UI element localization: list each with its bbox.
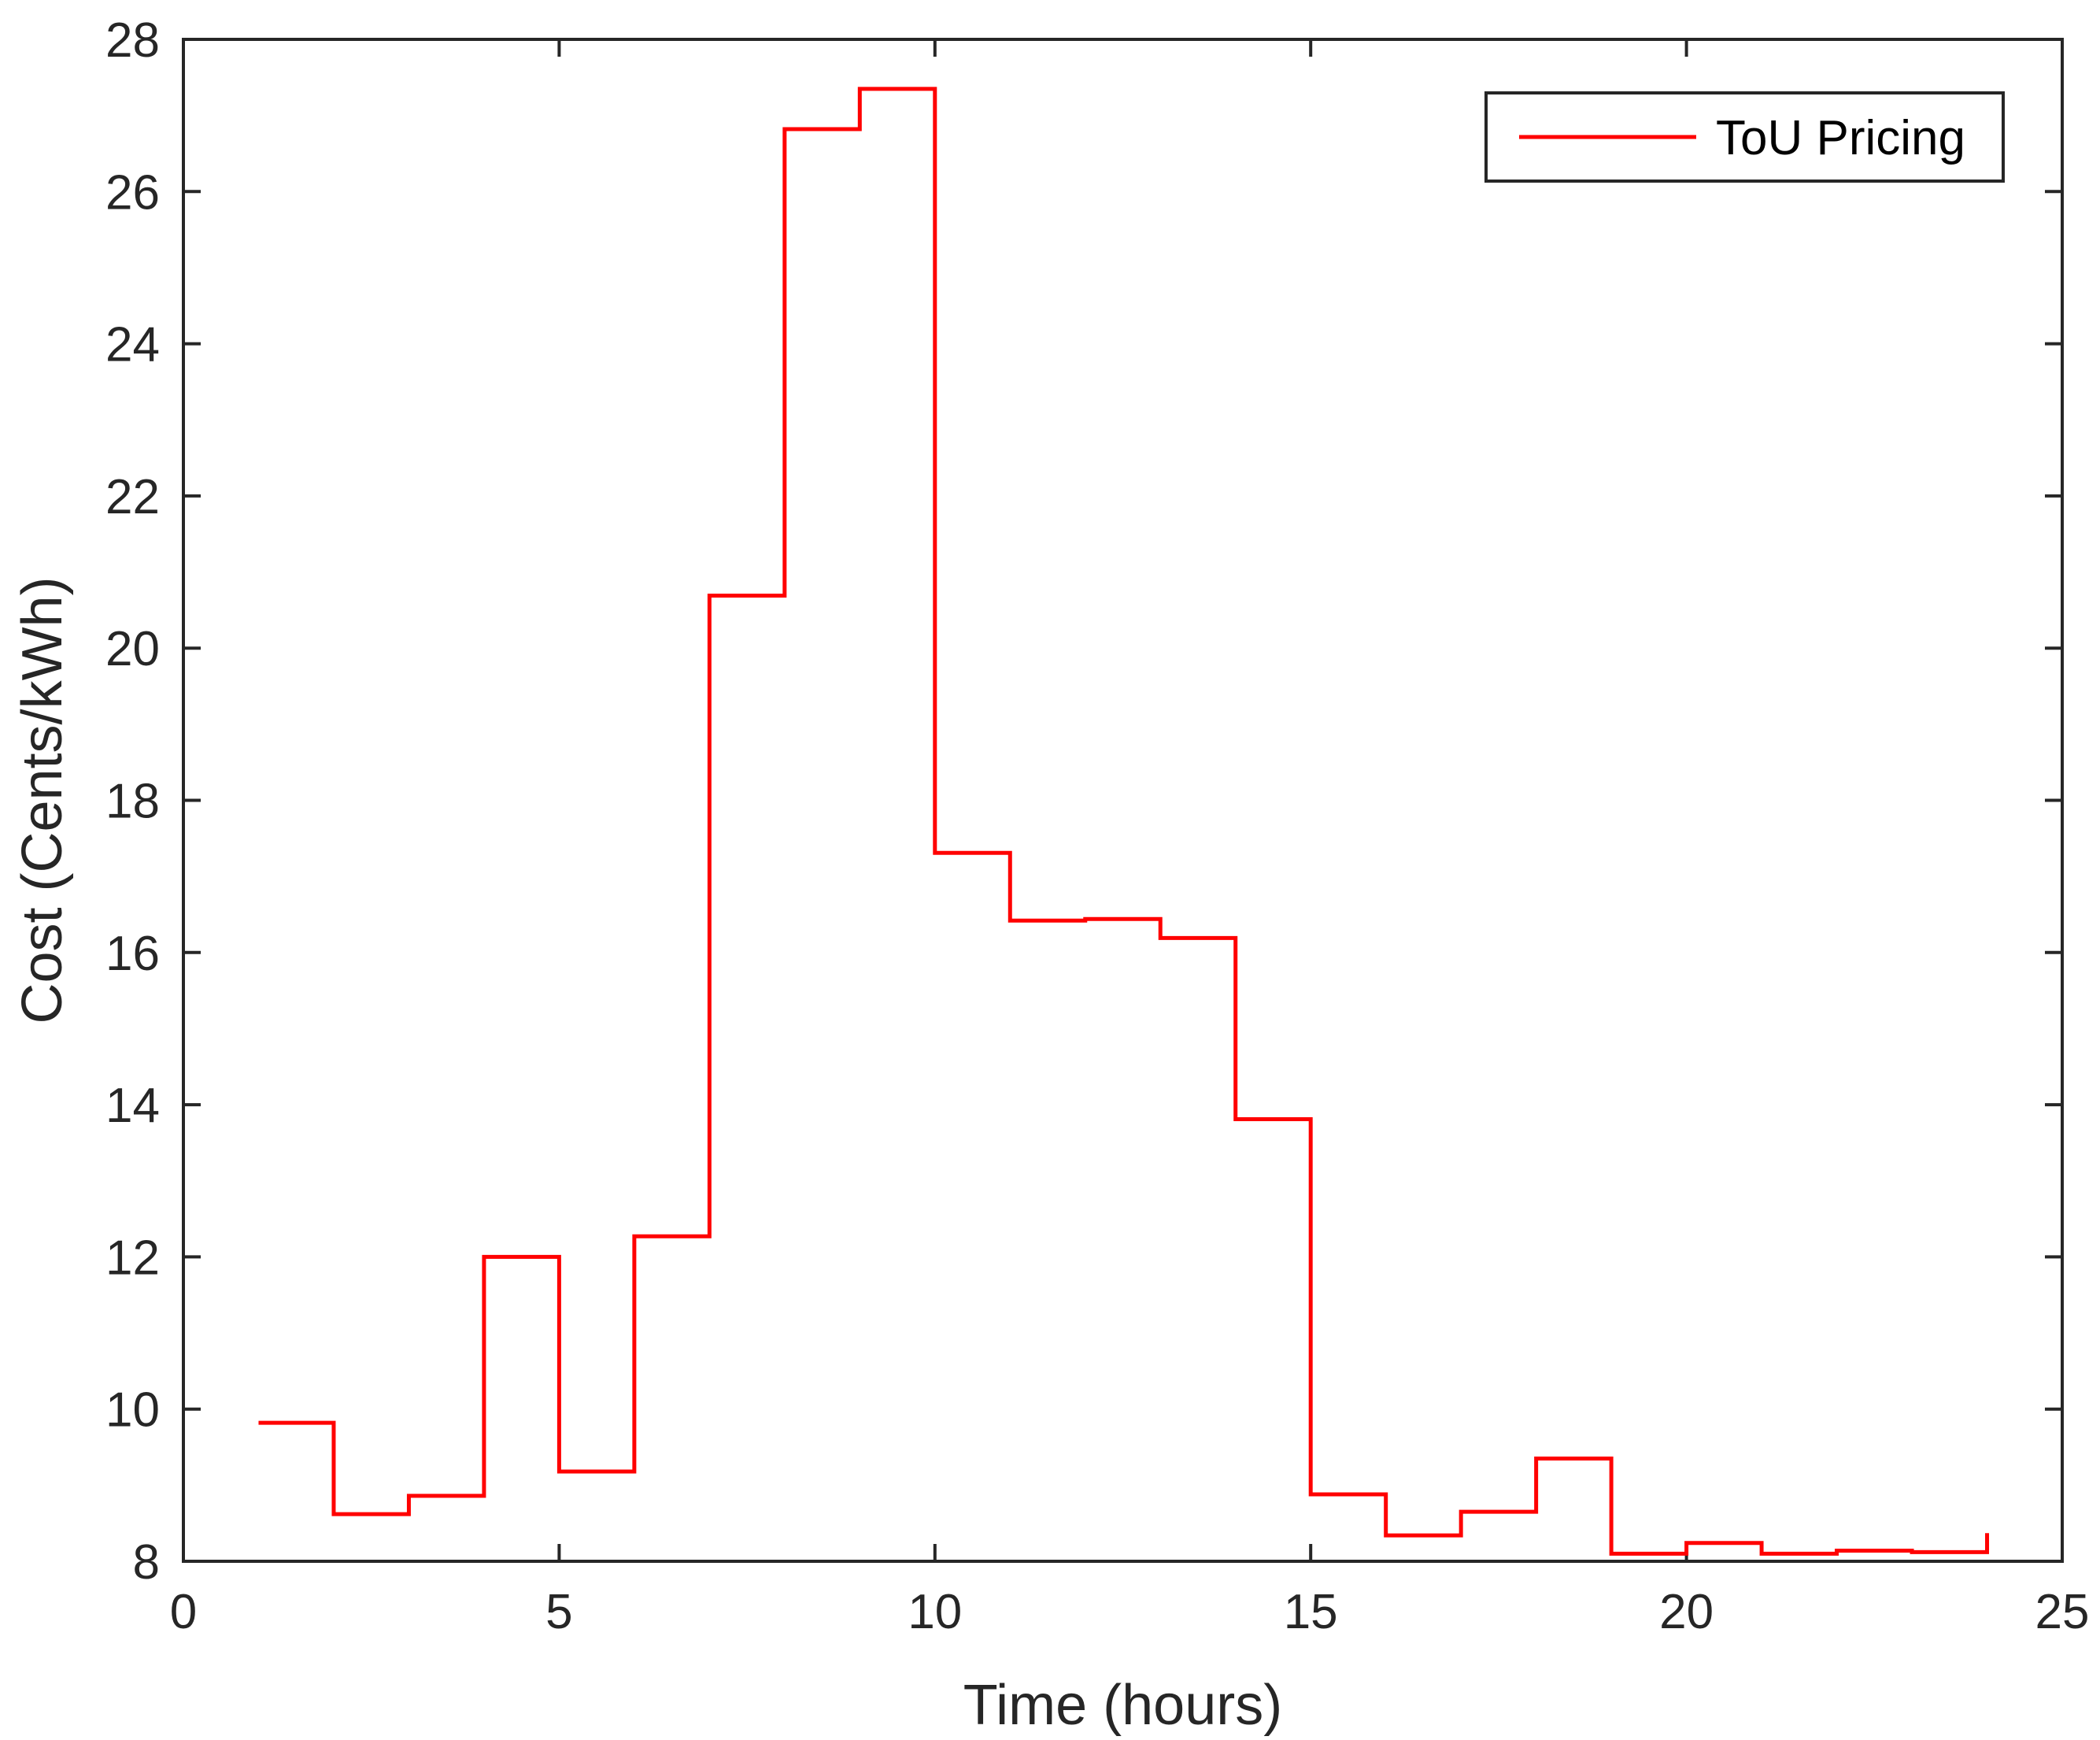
x-tick-label: 5: [545, 1585, 572, 1639]
x-tick-label: 15: [1284, 1585, 1338, 1639]
x-tick-label: 25: [2035, 1585, 2090, 1639]
series-line-0: [258, 87, 1990, 1556]
series-layer: [258, 87, 1990, 1556]
legend-label-tou-pricing: ToU Pricing: [1716, 111, 1965, 165]
axis-ticks: 0 5 10 15 20 25 8 10 12 14 16 18 20 22 24 26 28: [105, 13, 2089, 1639]
x-axis-title: Time (hours): [963, 1674, 1282, 1737]
x-tick-label: 10: [908, 1585, 962, 1639]
y-tick-label: 16: [105, 927, 160, 981]
y-tick-label: 10: [105, 1383, 160, 1438]
y-tick-label: 18: [105, 775, 160, 829]
y-tick-label: 28: [105, 13, 160, 68]
y-tick-label: 22: [105, 470, 160, 524]
y-tick-label: 24: [105, 318, 160, 372]
y-axis-title: Cost (Cents/kWh): [11, 576, 74, 1024]
x-tick-label: 0: [170, 1585, 197, 1639]
legend: ToU Pricing: [1484, 91, 2005, 183]
y-tick-label: 12: [105, 1231, 160, 1285]
y-tick-label: 14: [105, 1079, 160, 1133]
axes-box: [182, 38, 2064, 1563]
x-tick-label: 20: [1659, 1585, 1714, 1639]
y-tick-label: 20: [105, 622, 160, 676]
y-tick-label: 26: [105, 165, 160, 220]
y-tick-label: 8: [133, 1535, 160, 1590]
